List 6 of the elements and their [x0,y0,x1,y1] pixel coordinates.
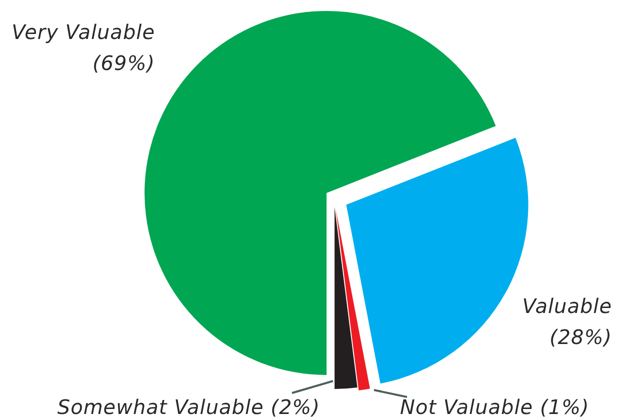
slice-label: Valuable [522,294,612,318]
data-label: (69%) [92,51,155,75]
data-label: (28%) [549,325,612,349]
slice-label: Very Valuable [12,20,155,44]
slice-label: Somewhat Valuable (2%) [57,395,320,419]
slice-label: Not Valuable (1%) [400,395,590,419]
